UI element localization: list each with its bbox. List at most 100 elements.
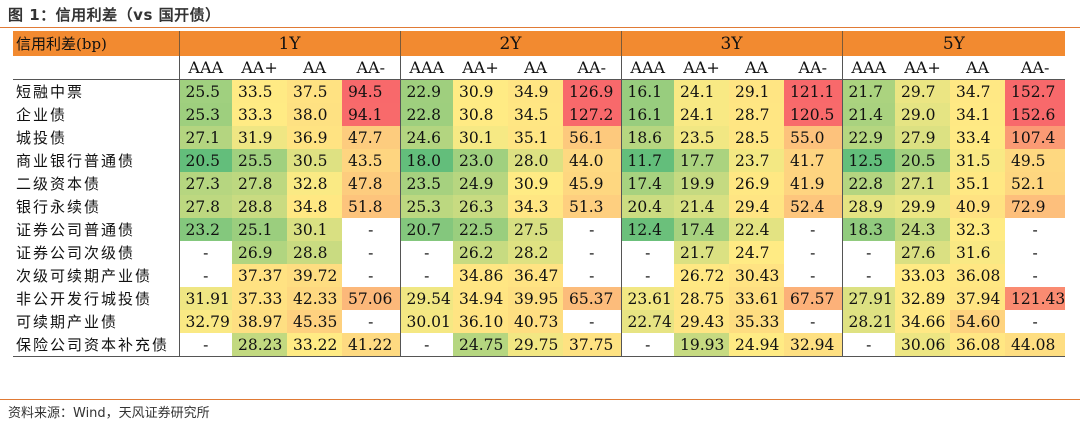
group-header-1y: 1Y [178,31,400,56]
spread-cell: 30.01 [399,310,453,333]
spread-cell: 32.3 [950,218,1005,241]
spread-cell: - [589,243,595,262]
credit-spread-table: 信用利差(bp) 1Y 2Y 3Y 5Y AAA AA+ AA AA- AAA AA+ AA… [13,31,1066,357]
spread-cell: 19.93 [674,333,729,357]
spread-cell: - [841,264,895,287]
spread-cell: 22.4 [729,218,784,241]
spread-cell: 26.9 [232,241,287,264]
spread-cell: 32.79 [178,310,232,333]
spread-cell: - [810,220,816,239]
spread-cell: 17.4 [620,172,674,195]
rating-header-3y-1: AA+ [674,56,729,80]
rating-header-5y-1: AA+ [895,56,950,80]
row-label: 证券公司普通债 [16,221,136,239]
spread-cell: 34.7 [950,79,1005,103]
spread-cell: - [1032,243,1038,262]
spread-cell: 27.1 [895,172,950,195]
spread-cell: 36.47 [508,264,563,287]
spread-cell: 51.3 [563,195,621,218]
rating-header-2y-3: AA- [563,56,621,80]
spread-cell: 47.7 [342,126,400,149]
spread-cell: 94.1 [342,103,400,126]
spread-cell: 43.5 [342,149,400,172]
spread-cell: 29.54 [399,287,453,310]
spread-cell: 36.9 [287,126,342,149]
spread-cell: 17.4 [674,218,729,241]
table-row: 非公开发行城投债 31.91 37.33 42.33 57.06 29.54 34.94 39… [13,287,1066,310]
title-rule [0,27,1080,28]
group-header-2y: 2Y [399,31,621,56]
rating-header-2y-0: AAA [399,56,453,80]
spread-cell: 25.1 [232,218,287,241]
spread-cell: 21.4 [841,103,895,126]
spread-cell: - [368,220,374,239]
spread-cell: 107.4 [1005,126,1066,149]
table-row: 商业银行普通债 20.5 25.5 30.5 43.5 18.0 23.0 28.0 44.0 1… [13,149,1066,172]
spread-cell: 22.74 [620,310,674,333]
spread-cell: 22.9 [399,79,453,103]
spread-cell: 42.33 [287,287,342,310]
rating-header-2y-2: AA [508,56,563,80]
rating-header-2y-1: AA+ [453,56,508,80]
spread-cell: - [810,243,816,262]
spread-cell: 40.9 [950,195,1005,218]
spread-cell: 27.91 [841,287,895,310]
spread-cell: 29.9 [895,195,950,218]
spread-cell: 17.7 [674,149,729,172]
spread-cell: 39.95 [508,287,563,310]
spread-cell: 16.1 [620,79,674,103]
spread-cell: 52.4 [784,195,842,218]
row-label: 证券公司次级债 [16,244,136,262]
spread-cell: 33.61 [729,287,784,310]
row-label: 二级资本债 [16,175,102,193]
rating-header-1y-0: AAA [178,56,232,80]
spread-cell: - [399,264,453,287]
spread-cell: 32.8 [287,172,342,195]
spread-cell: - [589,220,595,239]
source-note: 资料来源：Wind，天风证券研究所 [8,406,210,421]
spread-cell: - [620,264,674,287]
spread-cell: 29.4 [729,195,784,218]
spread-cell: 18.0 [399,149,453,172]
table-row: 证券公司普通债 23.2 25.1 30.1 - 20.7 22.5 27.5 - 12.4 17.… [13,218,1065,241]
spread-cell: 25.3 [399,195,453,218]
spread-cell: - [810,266,816,285]
table-row: 二级资本债 27.3 27.8 32.8 47.8 23.5 24.9 30.9 45.9 17.… [13,172,1066,195]
row-label: 可续期产业债 [16,313,119,331]
spread-cell: 38.97 [232,310,287,333]
spread-cell: 37.75 [563,333,621,357]
spread-cell: 28.21 [841,310,895,333]
spread-cell: 33.3 [232,103,287,126]
spread-cell: 26.3 [453,195,508,218]
spread-cell: 26.9 [729,172,784,195]
rating-header-1y-1: AA+ [232,56,287,80]
spread-cell: 49.5 [1005,149,1066,172]
table-row: 证券公司次级债 -26.9 28.8- -26.2 28.2- -21.7 24.7- -27… [13,241,1065,264]
spread-cell: 30.5 [287,149,342,172]
spread-cell: 29.7 [895,79,950,103]
spread-cell: 34.8 [287,195,342,218]
spread-cell: - [1032,220,1038,239]
rating-header-3y-0: AAA [620,56,674,80]
spread-cell: 24.94 [729,333,784,357]
spread-cell: 27.6 [895,241,950,264]
spread-cell: 28.2 [508,241,563,264]
spread-cell: 28.75 [674,287,729,310]
spread-cell: 57.06 [342,287,400,310]
rating-header-3y-3: AA- [784,56,842,80]
spread-cell: 72.9 [1005,195,1066,218]
spread-cell: 25.3 [178,103,232,126]
spread-cell: - [178,264,232,287]
spread-cell: 121.43 [1005,287,1066,310]
spread-cell: 33.4 [950,126,1005,149]
spread-cell: 18.3 [841,218,895,241]
spread-cell: 24.7 [729,241,784,264]
spread-cell: 126.9 [563,79,621,103]
spread-cell: 28.0 [508,149,563,172]
spread-cell: 51.8 [342,195,400,218]
spread-cell: 25.5 [232,149,287,172]
table-body: 短融中票 25.5 33.5 37.5 94.5 22.9 30.9 34.9 126.9 16.… [13,79,1066,357]
spread-cell: 37.5 [287,79,342,103]
spread-cell: 22.8 [841,172,895,195]
row-label: 商业银行普通债 [16,152,136,170]
